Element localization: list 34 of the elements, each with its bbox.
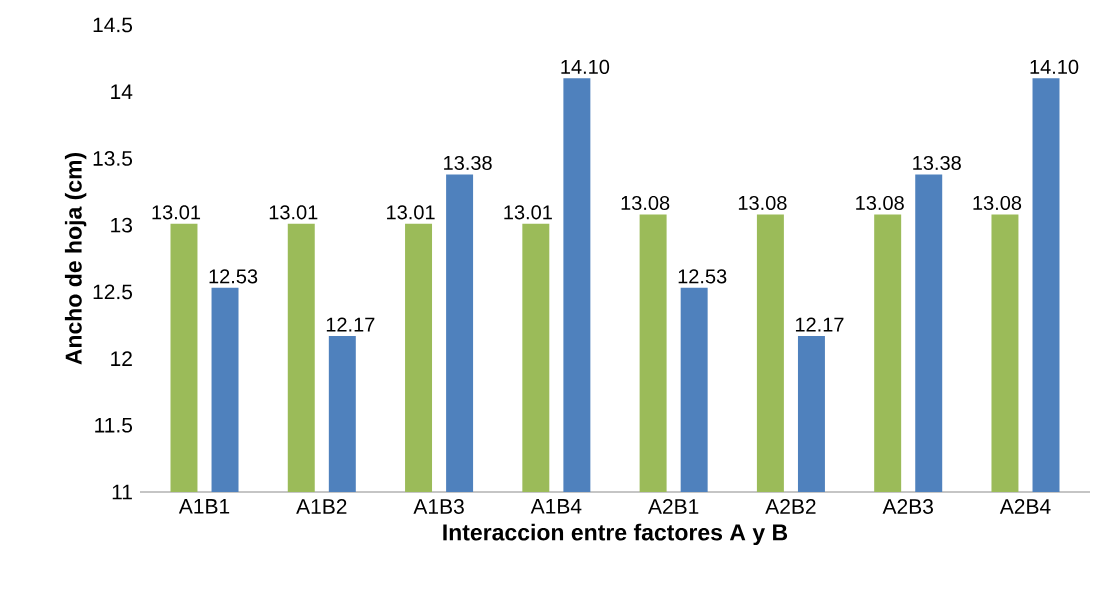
data-label: 13.01 [504,205,552,220]
y-tick-label: 13.5 [93,151,133,166]
y-tick-label: 11 [112,484,132,500]
x-tick-label: A1B3 [413,499,464,514]
data-label: 13.38 [913,155,961,171]
data-label: 13.08 [856,195,904,211]
x-tick-label: A1B4 [530,499,582,514]
data-label: 12.17 [326,317,375,332]
data-label: 13.38 [444,155,492,171]
data-label: 12.17 [795,317,844,332]
y-tick-label: 13 [111,217,133,233]
x-tick-label: A2B2 [765,499,816,514]
data-label: 12.53 [678,269,727,284]
data-label: 13.08 [973,195,1022,211]
x-tick-label: A2B1 [647,499,699,514]
data-label: 13.08 [738,195,787,211]
data-label: 14.10 [561,59,610,74]
y-tick-label: 14.5 [93,17,133,33]
data-label: 14.10 [1030,59,1079,74]
data-label: 13.01 [152,205,201,220]
y-tick-label: 12.5 [93,284,133,300]
x-axis-title: Interaccion entre factores A y B [443,523,788,546]
x-tick-label: A1B1 [178,499,230,514]
data-label: 12.53 [209,269,258,284]
data-label: 13.08 [621,195,670,211]
y-tick-label: 14 [111,84,133,99]
y-axis-title: Ancho de hoja (cm) [64,152,87,365]
y-tick-label: 11.5 [95,417,133,433]
x-tick-label: A2B3 [882,499,933,514]
x-tick-label: A1B2 [296,499,347,514]
x-tick-label: A2B4 [999,499,1051,514]
data-label: 13.01 [269,205,318,220]
data-label: 13.01 [387,205,435,220]
y-tick-label: 12 [111,351,132,366]
